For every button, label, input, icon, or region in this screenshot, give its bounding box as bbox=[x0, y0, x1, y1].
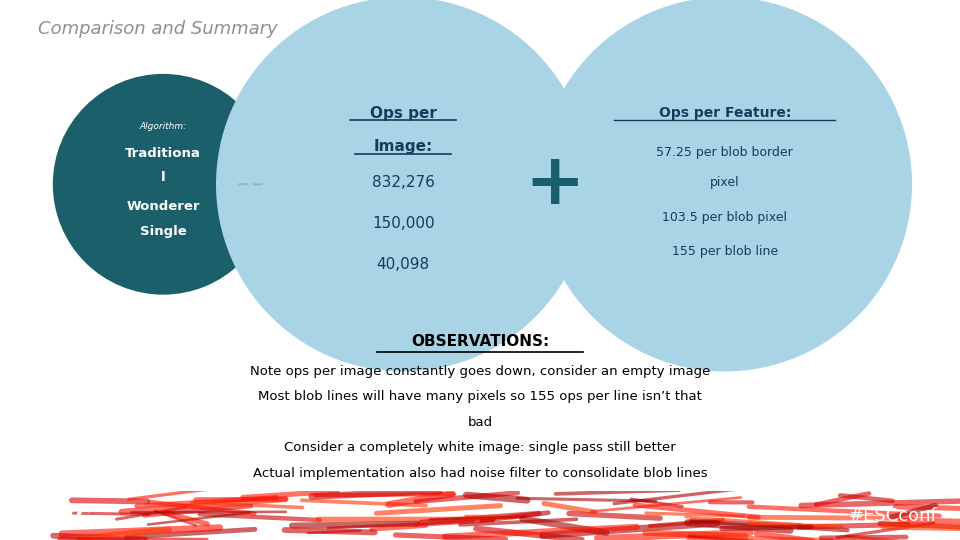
Text: bad: bad bbox=[468, 416, 492, 429]
Text: Consider a completely white image: single pass still better: Consider a completely white image: singl… bbox=[284, 441, 676, 454]
Text: 150,000: 150,000 bbox=[372, 216, 435, 231]
Text: pixel: pixel bbox=[710, 176, 739, 189]
Text: 57.25 per blob border: 57.25 per blob border bbox=[657, 146, 793, 159]
Ellipse shape bbox=[538, 0, 912, 372]
Text: 832,276: 832,276 bbox=[372, 175, 435, 190]
Text: Wonderer: Wonderer bbox=[127, 200, 200, 213]
Text: Note ops per image constantly goes down, consider an empty image: Note ops per image constantly goes down,… bbox=[250, 364, 710, 377]
Ellipse shape bbox=[216, 0, 590, 372]
Text: l: l bbox=[161, 171, 165, 184]
Text: 155 per blob line: 155 per blob line bbox=[672, 245, 778, 258]
Text: Single: Single bbox=[140, 225, 186, 238]
Text: OBSERVATIONS:: OBSERVATIONS: bbox=[411, 334, 549, 349]
Text: +: + bbox=[524, 150, 586, 219]
Text: #ESCconf: #ESCconf bbox=[849, 507, 937, 525]
Text: Image:: Image: bbox=[373, 139, 433, 154]
Text: Actual implementation also had noise filter to consolidate blob lines: Actual implementation also had noise fil… bbox=[252, 467, 708, 480]
Text: Algorithm:: Algorithm: bbox=[139, 123, 187, 131]
Text: Traditiona: Traditiona bbox=[125, 147, 202, 160]
Text: esc: esc bbox=[42, 502, 92, 530]
Text: 103.5 per blob pixel: 103.5 per blob pixel bbox=[662, 212, 787, 225]
Ellipse shape bbox=[53, 74, 274, 295]
Text: Ops per: Ops per bbox=[370, 106, 437, 120]
Text: Most blob lines will have many pixels so 155 ops per line isn’t that: Most blob lines will have many pixels so… bbox=[258, 390, 702, 403]
Text: Comparison and Summary: Comparison and Summary bbox=[38, 19, 278, 38]
Text: Ops per Feature:: Ops per Feature: bbox=[659, 106, 791, 120]
Text: 40,098: 40,098 bbox=[376, 257, 430, 272]
